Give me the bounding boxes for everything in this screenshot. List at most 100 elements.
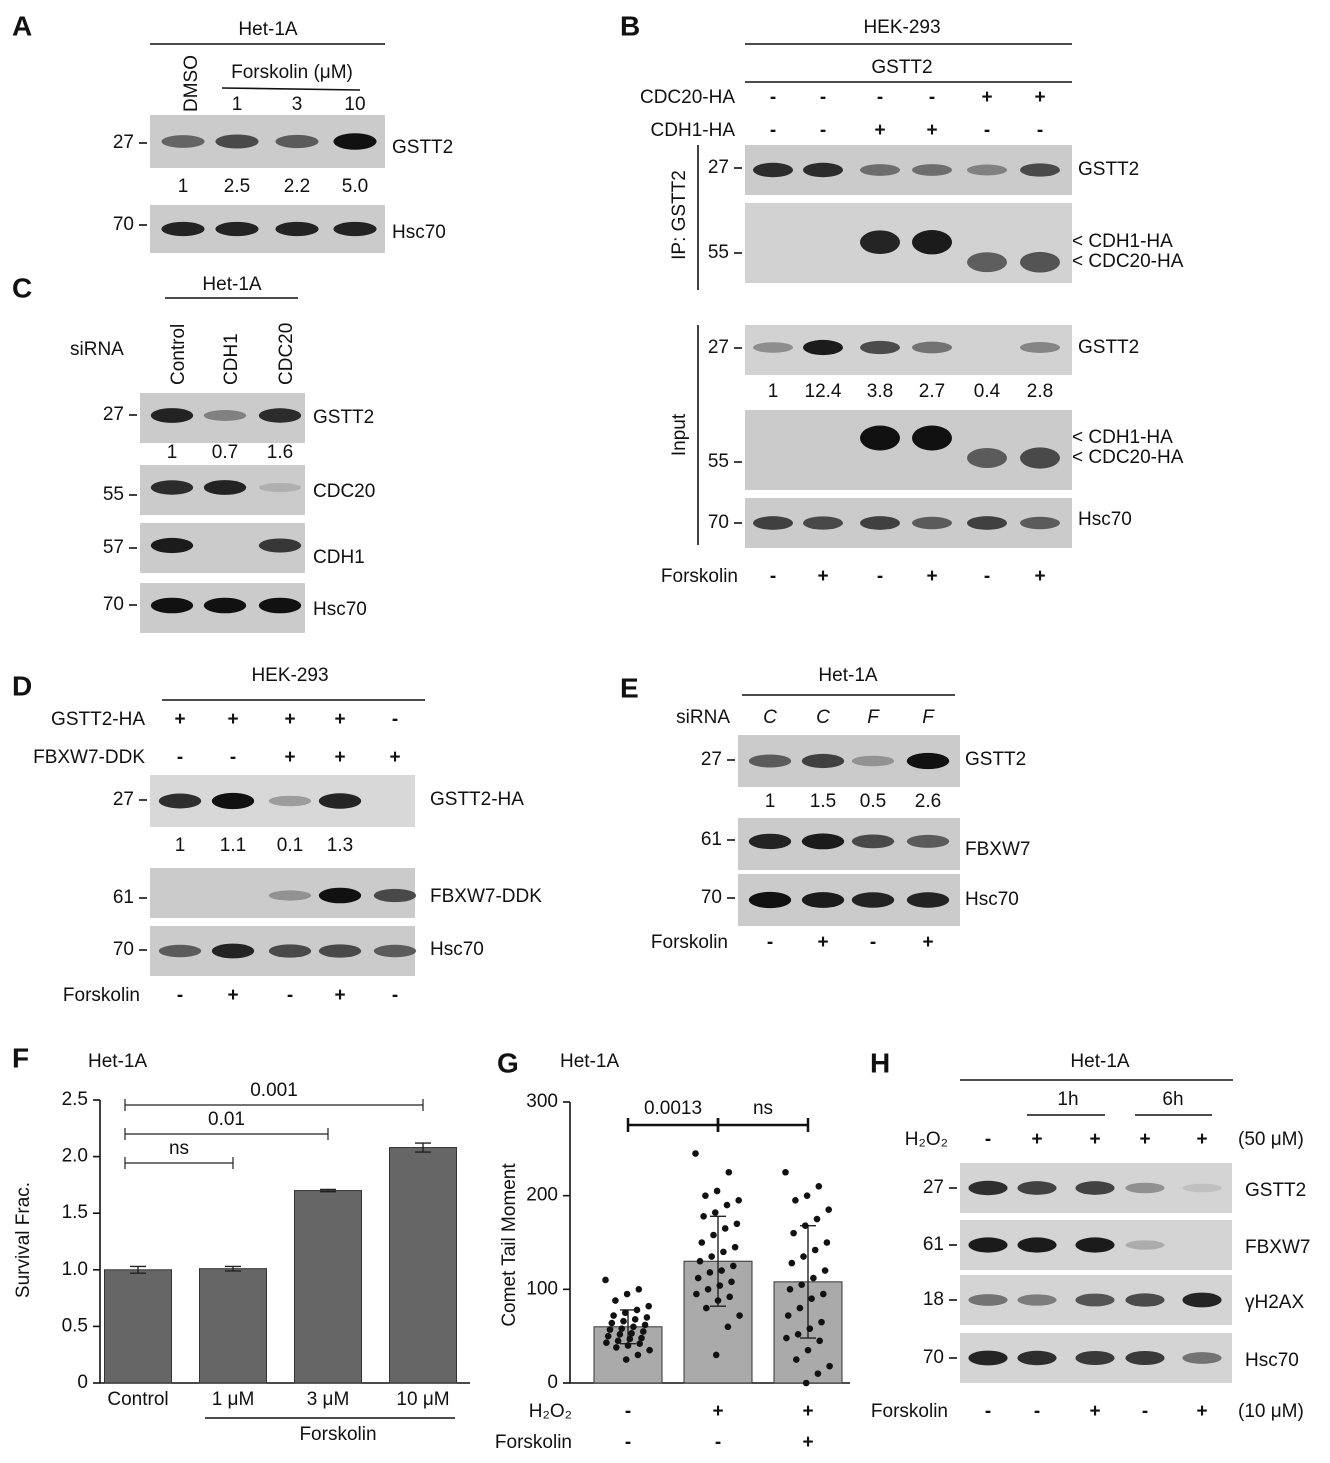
quantification: 2.7 (919, 381, 945, 402)
band (333, 133, 377, 150)
y-tick-label: 300 (526, 1091, 558, 1112)
data-point (712, 1209, 719, 1216)
band (268, 795, 312, 807)
mw-marker: 70 (113, 214, 134, 235)
sign: + (874, 120, 885, 141)
band (1017, 1350, 1057, 1366)
data-point (602, 1276, 609, 1284)
band (1017, 1181, 1057, 1195)
band (912, 164, 952, 176)
band (275, 221, 319, 237)
band (258, 597, 302, 614)
data-point (620, 1317, 627, 1325)
band (150, 480, 194, 495)
data-point (704, 1286, 712, 1293)
data-point (633, 1306, 641, 1314)
data-point (736, 1312, 743, 1319)
label: Het-1A (238, 19, 297, 40)
sign: - (984, 120, 990, 141)
data-point (604, 1332, 612, 1340)
band (1075, 1350, 1115, 1366)
y-tick-label: 2.0 (62, 1146, 88, 1167)
data-point (622, 1309, 629, 1317)
quantification: 1 (178, 176, 189, 197)
bar (199, 1268, 267, 1384)
label: HEK-293 (863, 17, 940, 38)
sign: - (625, 1432, 631, 1453)
label: (10 μM) (1238, 1401, 1304, 1422)
sign: + (284, 709, 295, 730)
data-point (702, 1192, 709, 1199)
data-point (710, 1231, 717, 1239)
blot (745, 145, 1072, 195)
x-tick-label: 3 μM (307, 1389, 350, 1410)
band (1017, 1237, 1057, 1253)
band (373, 944, 417, 958)
band (906, 752, 950, 770)
significance-label: 0.001 (250, 1080, 298, 1101)
error-bar (710, 1215, 726, 1307)
sign: - (767, 932, 773, 953)
mw-marker: 27 (113, 789, 134, 810)
data-point (808, 1295, 815, 1302)
mw-marker: 61 (923, 1234, 944, 1255)
data-point (612, 1297, 619, 1304)
quantification: 2.5 (224, 176, 250, 197)
data-point (723, 1201, 731, 1209)
data-point (608, 1319, 616, 1327)
panel-label: E (620, 672, 639, 703)
quantification: 0.5 (860, 791, 886, 812)
data-point (794, 1330, 802, 1338)
mw-marker: 55 (708, 242, 729, 263)
blot (150, 868, 415, 918)
label: C (816, 707, 830, 728)
label: Forskolin (299, 1424, 376, 1445)
band (1182, 1292, 1222, 1308)
quantification: 0.1 (277, 835, 303, 856)
quantification: 1 (765, 791, 776, 812)
label: < CDC20-HA (1072, 447, 1184, 468)
data-point (800, 1253, 807, 1260)
y-tick-label: 200 (526, 1185, 558, 1206)
label: FBXW7 (965, 839, 1030, 860)
band (268, 890, 312, 901)
band (967, 516, 1007, 530)
label: GSTT2 (871, 57, 932, 78)
band (211, 792, 255, 810)
sign: - (877, 87, 883, 108)
sign: - (984, 566, 990, 587)
sign: - (392, 985, 398, 1006)
sign: - (177, 747, 183, 768)
sign: - (770, 120, 776, 141)
data-point (718, 1267, 725, 1274)
label: H₂O₂ (529, 1401, 572, 1422)
quantification: 1.5 (810, 791, 836, 812)
band (801, 753, 845, 769)
data-point (713, 1187, 721, 1195)
band (748, 833, 792, 850)
y-tick-label: 100 (526, 1278, 558, 1299)
sign: - (392, 709, 398, 730)
sign: + (926, 120, 937, 141)
data-point (726, 1293, 733, 1301)
band (150, 408, 194, 423)
label: 10 (344, 94, 365, 115)
label: 1 (232, 94, 243, 115)
data-point (818, 1318, 825, 1326)
band (318, 887, 362, 904)
y-tick-label: 2.5 (62, 1089, 88, 1110)
data-point (782, 1168, 789, 1176)
label: FBXW7-DDK (33, 747, 145, 768)
band (753, 342, 793, 353)
significance-label: 0.01 (208, 1109, 245, 1130)
label: CDH1-HA (651, 120, 736, 141)
sign: + (1196, 1401, 1207, 1422)
band (801, 833, 845, 850)
quantification: 3.8 (867, 381, 893, 402)
data-point (628, 1330, 635, 1337)
data-point (624, 1342, 632, 1349)
band (1182, 1183, 1222, 1193)
band (1125, 1182, 1165, 1194)
significance-bracket (626, 1118, 720, 1132)
band (860, 425, 900, 451)
